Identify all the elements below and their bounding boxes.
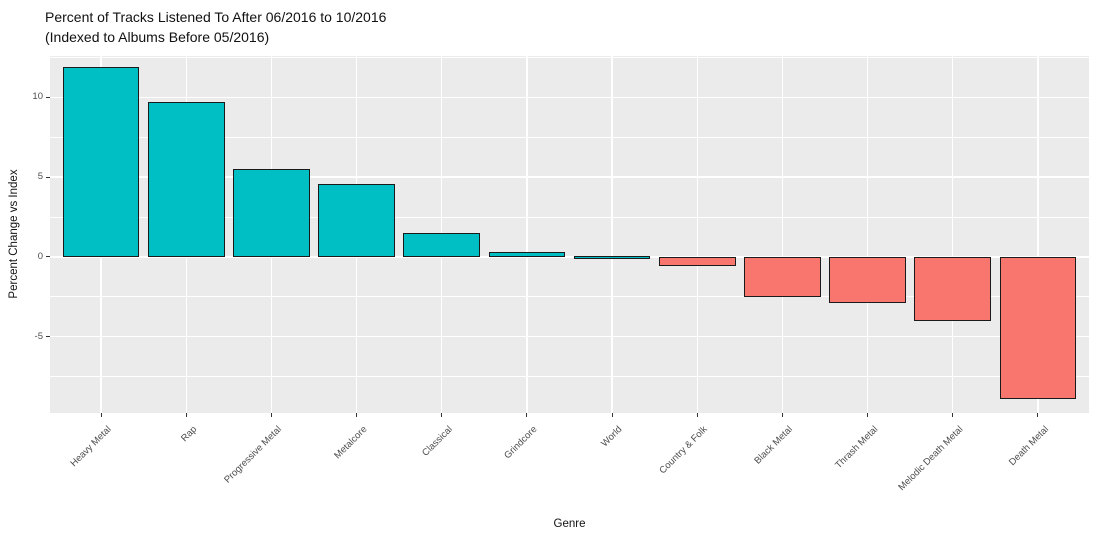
x-tick-label: Heavy Metal [68,424,114,470]
x-tick-mark [867,413,869,417]
x-tick-label: Rap [178,424,200,445]
minor-gridline [50,296,1089,297]
bar-progressive-metal [233,169,310,257]
bar-world [573,256,651,260]
y-axis-title: Percent Change vs Index [8,169,20,299]
bar-metalcore [318,183,395,257]
vertical-gridline [696,56,698,413]
plot-panel [50,56,1089,413]
x-tick-mark [356,413,358,417]
x-tick-label: Progressive Metal [222,424,285,486]
minor-gridline [50,136,1089,138]
vertical-gridline [781,56,784,413]
vertical-gridline [952,56,954,413]
x-tick-label: Thrash Metal [833,424,881,471]
bar-rap [147,102,225,257]
bar-black-metal [744,256,821,297]
minor-gridline [50,375,1089,377]
x-tick-mark [781,413,783,417]
y-tick-mark [46,336,50,337]
major-gridline [50,256,1089,258]
x-tick-mark [611,413,613,417]
bar-melodic-death-metal [914,256,992,321]
y-tick-mark [46,176,50,178]
bar-country-folk [658,256,736,267]
vertical-gridline [526,56,528,413]
vertical-gridline [866,56,869,413]
x-tick-label: Melodic Death Metal [896,424,966,494]
minor-gridline [50,57,1089,58]
major-gridline [50,96,1089,99]
bar-classical [403,232,481,257]
x-tick-label: Death Metal [1006,424,1051,469]
x-tick-mark [526,413,528,417]
x-tick-label: Country & Folk [657,424,711,477]
y-tick-label: 10 [32,91,43,103]
x-tick-mark [696,413,698,417]
y-tick-mark [46,96,50,98]
chart-title-line2: (Indexed to Albums Before 05/2016) [45,29,270,45]
bar-heavy-metal [62,67,140,257]
x-tick-label: Black Metal [752,424,796,467]
y-tick-label: 0 [37,250,43,262]
x-tick-mark [1037,413,1039,417]
x-tick-mark [952,413,954,417]
bar-thrash-metal [829,256,906,304]
major-gridline [50,176,1089,178]
major-gridline [50,335,1089,338]
y-tick-label: -5 [34,330,43,342]
bar-death-metal [999,256,1077,399]
y-tick-mark [46,256,50,258]
x-axis-title: Genre [553,518,586,530]
vertical-gridline [1037,56,1039,413]
y-tick-label: 5 [37,171,43,183]
bar-grindcore [488,252,566,257]
x-tick-mark [100,413,102,417]
chart-title: Percent of Tracks Listened To After 06/2… [45,7,386,47]
x-tick-label: World [599,424,625,450]
x-tick-label: Metalcore [332,424,370,462]
x-tick-label: Classical [419,424,455,459]
chart-title-line1: Percent of Tracks Listened To After 06/2… [45,9,387,25]
x-tick-mark [185,413,187,417]
minor-gridline [50,216,1089,218]
vertical-gridline [611,56,613,413]
x-tick-mark [270,413,272,417]
x-tick-label: Grindcore [502,424,540,462]
x-tick-mark [441,413,443,417]
